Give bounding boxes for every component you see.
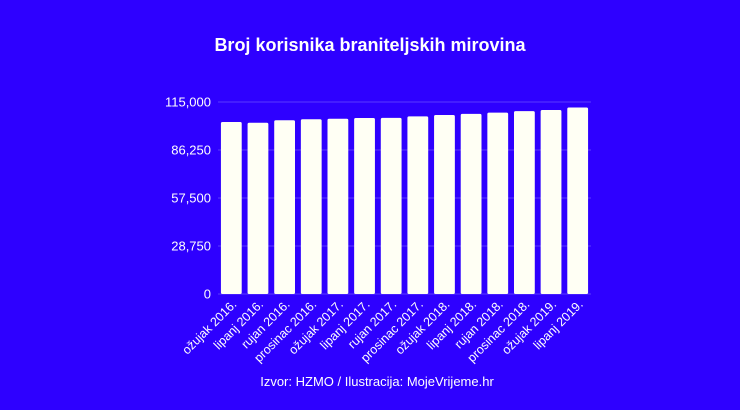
y-tick-label: 115,000 <box>165 95 211 110</box>
bar <box>460 113 482 294</box>
bar <box>327 118 349 295</box>
bar <box>274 120 295 294</box>
bar <box>487 112 509 295</box>
bar <box>300 119 322 294</box>
bar <box>567 107 589 294</box>
bar <box>514 111 535 294</box>
bar <box>407 116 429 294</box>
bar <box>540 110 562 294</box>
bars <box>220 107 589 295</box>
source-note: Izvor: HZMO / Ilustracija: MojeVrijeme.h… <box>260 374 494 389</box>
y-tick-label: 28,750 <box>171 239 211 254</box>
chart-title: Broj korisnika braniteljskih mirovina <box>214 35 526 55</box>
bar <box>380 117 402 294</box>
y-tick-label: 0 <box>204 287 211 302</box>
bar <box>247 122 269 294</box>
bar <box>434 115 455 294</box>
y-tick-label: 57,500 <box>171 191 211 206</box>
y-tick-label: 86,250 <box>171 143 211 158</box>
y-axis-ticks: 0 28,750 57,500 86,250 115,000 <box>165 95 211 302</box>
bar <box>354 118 375 294</box>
bar <box>220 122 242 294</box>
